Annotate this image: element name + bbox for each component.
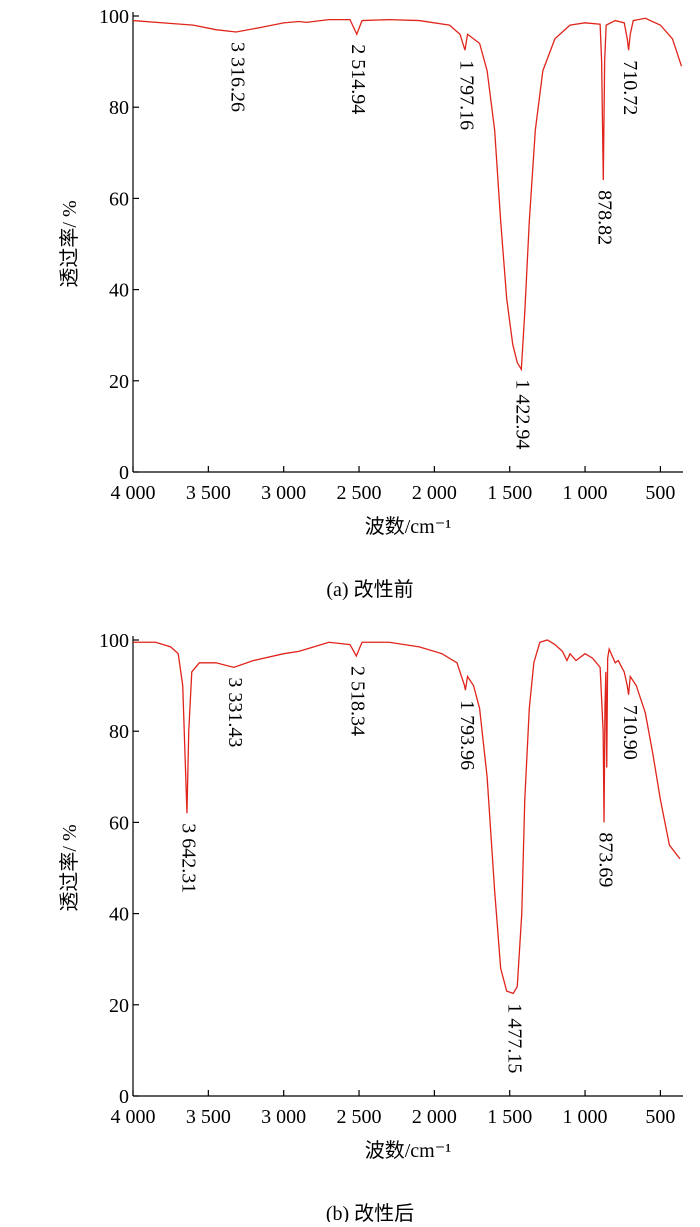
peak-label: 2 518.34 <box>347 666 369 736</box>
peak-label: 1 422.94 <box>512 379 534 449</box>
y-tick-label: 40 <box>109 904 129 926</box>
peak-label: 710.72 <box>619 60 641 115</box>
peak-label: 1 797.16 <box>455 60 477 130</box>
y-tick-label: 80 <box>109 721 129 743</box>
x-tick-label: 2 000 <box>412 482 457 504</box>
y-tick-label: 0 <box>119 1086 129 1108</box>
x-tick-label: 3 500 <box>186 482 231 504</box>
x-tick-label: 1 500 <box>487 482 532 504</box>
y-tick-label: 100 <box>99 630 129 652</box>
y-tick-label: 40 <box>109 280 129 302</box>
y-tick-label: 100 <box>99 6 129 28</box>
peak-label: 2 514.94 <box>347 44 369 114</box>
x-tick-label: 2 500 <box>337 1106 382 1128</box>
peak-label: 3 316.26 <box>226 42 248 112</box>
x-axis-title: 波数/cm⁻¹ <box>365 1139 452 1162</box>
x-tick-label: 1 500 <box>487 1106 532 1128</box>
chart-title: (a) 改性前 <box>326 578 413 601</box>
spectrum-line <box>133 639 681 995</box>
y-tick-label: 20 <box>109 371 129 393</box>
x-tick-label: 3 000 <box>261 482 306 504</box>
y-axis-title: 透过率/ % <box>58 200 81 287</box>
y-axis-title: 透过率/ % <box>58 824 81 911</box>
x-tick-label: 1 000 <box>563 1106 608 1128</box>
x-tick-label: 3 500 <box>186 1106 231 1128</box>
peak-label: 878.82 <box>594 190 616 245</box>
peak-label: 710.90 <box>619 705 641 760</box>
x-tick-label: 500 <box>645 1106 675 1128</box>
x-axis-title: 波数/cm⁻¹ <box>365 515 452 538</box>
y-tick-label: 60 <box>109 812 129 834</box>
peak-label: 873.69 <box>594 832 616 887</box>
peak-label: 1 477.15 <box>504 1003 526 1073</box>
peak-label: 3 331.43 <box>224 677 246 747</box>
y-tick-label: 0 <box>119 462 129 484</box>
x-tick-label: 4 000 <box>111 1106 156 1128</box>
y-tick-label: 20 <box>109 995 129 1017</box>
peak-label: 1 793.96 <box>456 700 478 770</box>
peak-label: 3 642.31 <box>177 823 199 893</box>
spectrum-line <box>132 17 683 372</box>
x-tick-label: 2 500 <box>337 482 382 504</box>
x-tick-label: 3 000 <box>261 1106 306 1128</box>
chart-title: (b) 改性后 <box>326 1202 414 1222</box>
y-tick-label: 80 <box>109 97 129 119</box>
x-tick-label: 1 000 <box>563 482 608 504</box>
y-tick-label: 60 <box>109 188 129 210</box>
x-tick-label: 2 000 <box>412 1106 457 1128</box>
x-tick-label: 4 000 <box>111 482 156 504</box>
x-tick-label: 500 <box>645 482 675 504</box>
